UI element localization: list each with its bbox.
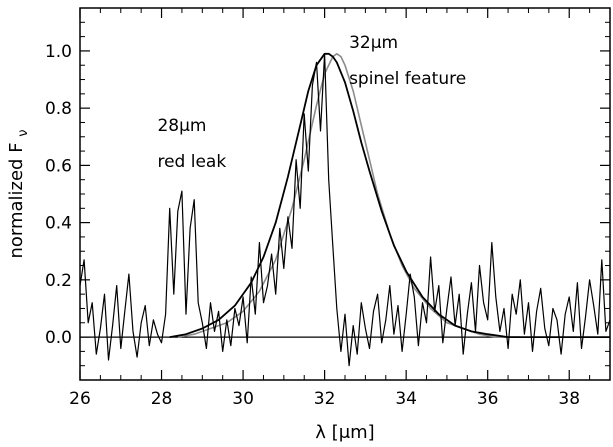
y-axis-label-subscript: ν — [16, 129, 31, 136]
y-tick-label: 0.0 — [45, 328, 72, 348]
annotation: 32μm — [349, 33, 398, 53]
series-model-gray — [177, 53, 521, 338]
annotation: 28μm — [157, 116, 206, 136]
axis-ticks: 26 28 30 32 34 36 38 0.0 0.2 0.4 0.6 0.8 1.0 — [45, 7, 611, 409]
y-tick-label: 1.0 — [45, 42, 72, 62]
annotation: red leak — [157, 152, 226, 172]
x-tick-label: 36 — [477, 389, 499, 409]
series-model-black — [169, 52, 610, 338]
y-tick-label: 0.4 — [45, 214, 72, 234]
x-axis-label: λ [μm] — [315, 422, 374, 443]
y-axis-label-main: normalized F — [6, 142, 27, 258]
x-tick-label: 32 — [314, 389, 336, 409]
x-tick-label: 38 — [558, 389, 580, 409]
x-tick-label: 26 — [69, 389, 91, 409]
y-tick-label: 0.2 — [45, 271, 72, 291]
series-noisy-spectrum — [80, 53, 610, 367]
y-tick-label: 0.8 — [45, 99, 72, 119]
annotations: 32μm spinel feature 28μm red leak — [157, 33, 466, 172]
annotation: spinel feature — [349, 69, 466, 89]
x-tick-label: 34 — [395, 389, 417, 409]
y-tick-label: 0.6 — [45, 156, 72, 176]
plot-area — [80, 52, 610, 367]
x-tick-label: 30 — [232, 389, 254, 409]
x-tick-label: 28 — [151, 389, 173, 409]
y-axis-label: normalized F ν — [6, 129, 31, 258]
